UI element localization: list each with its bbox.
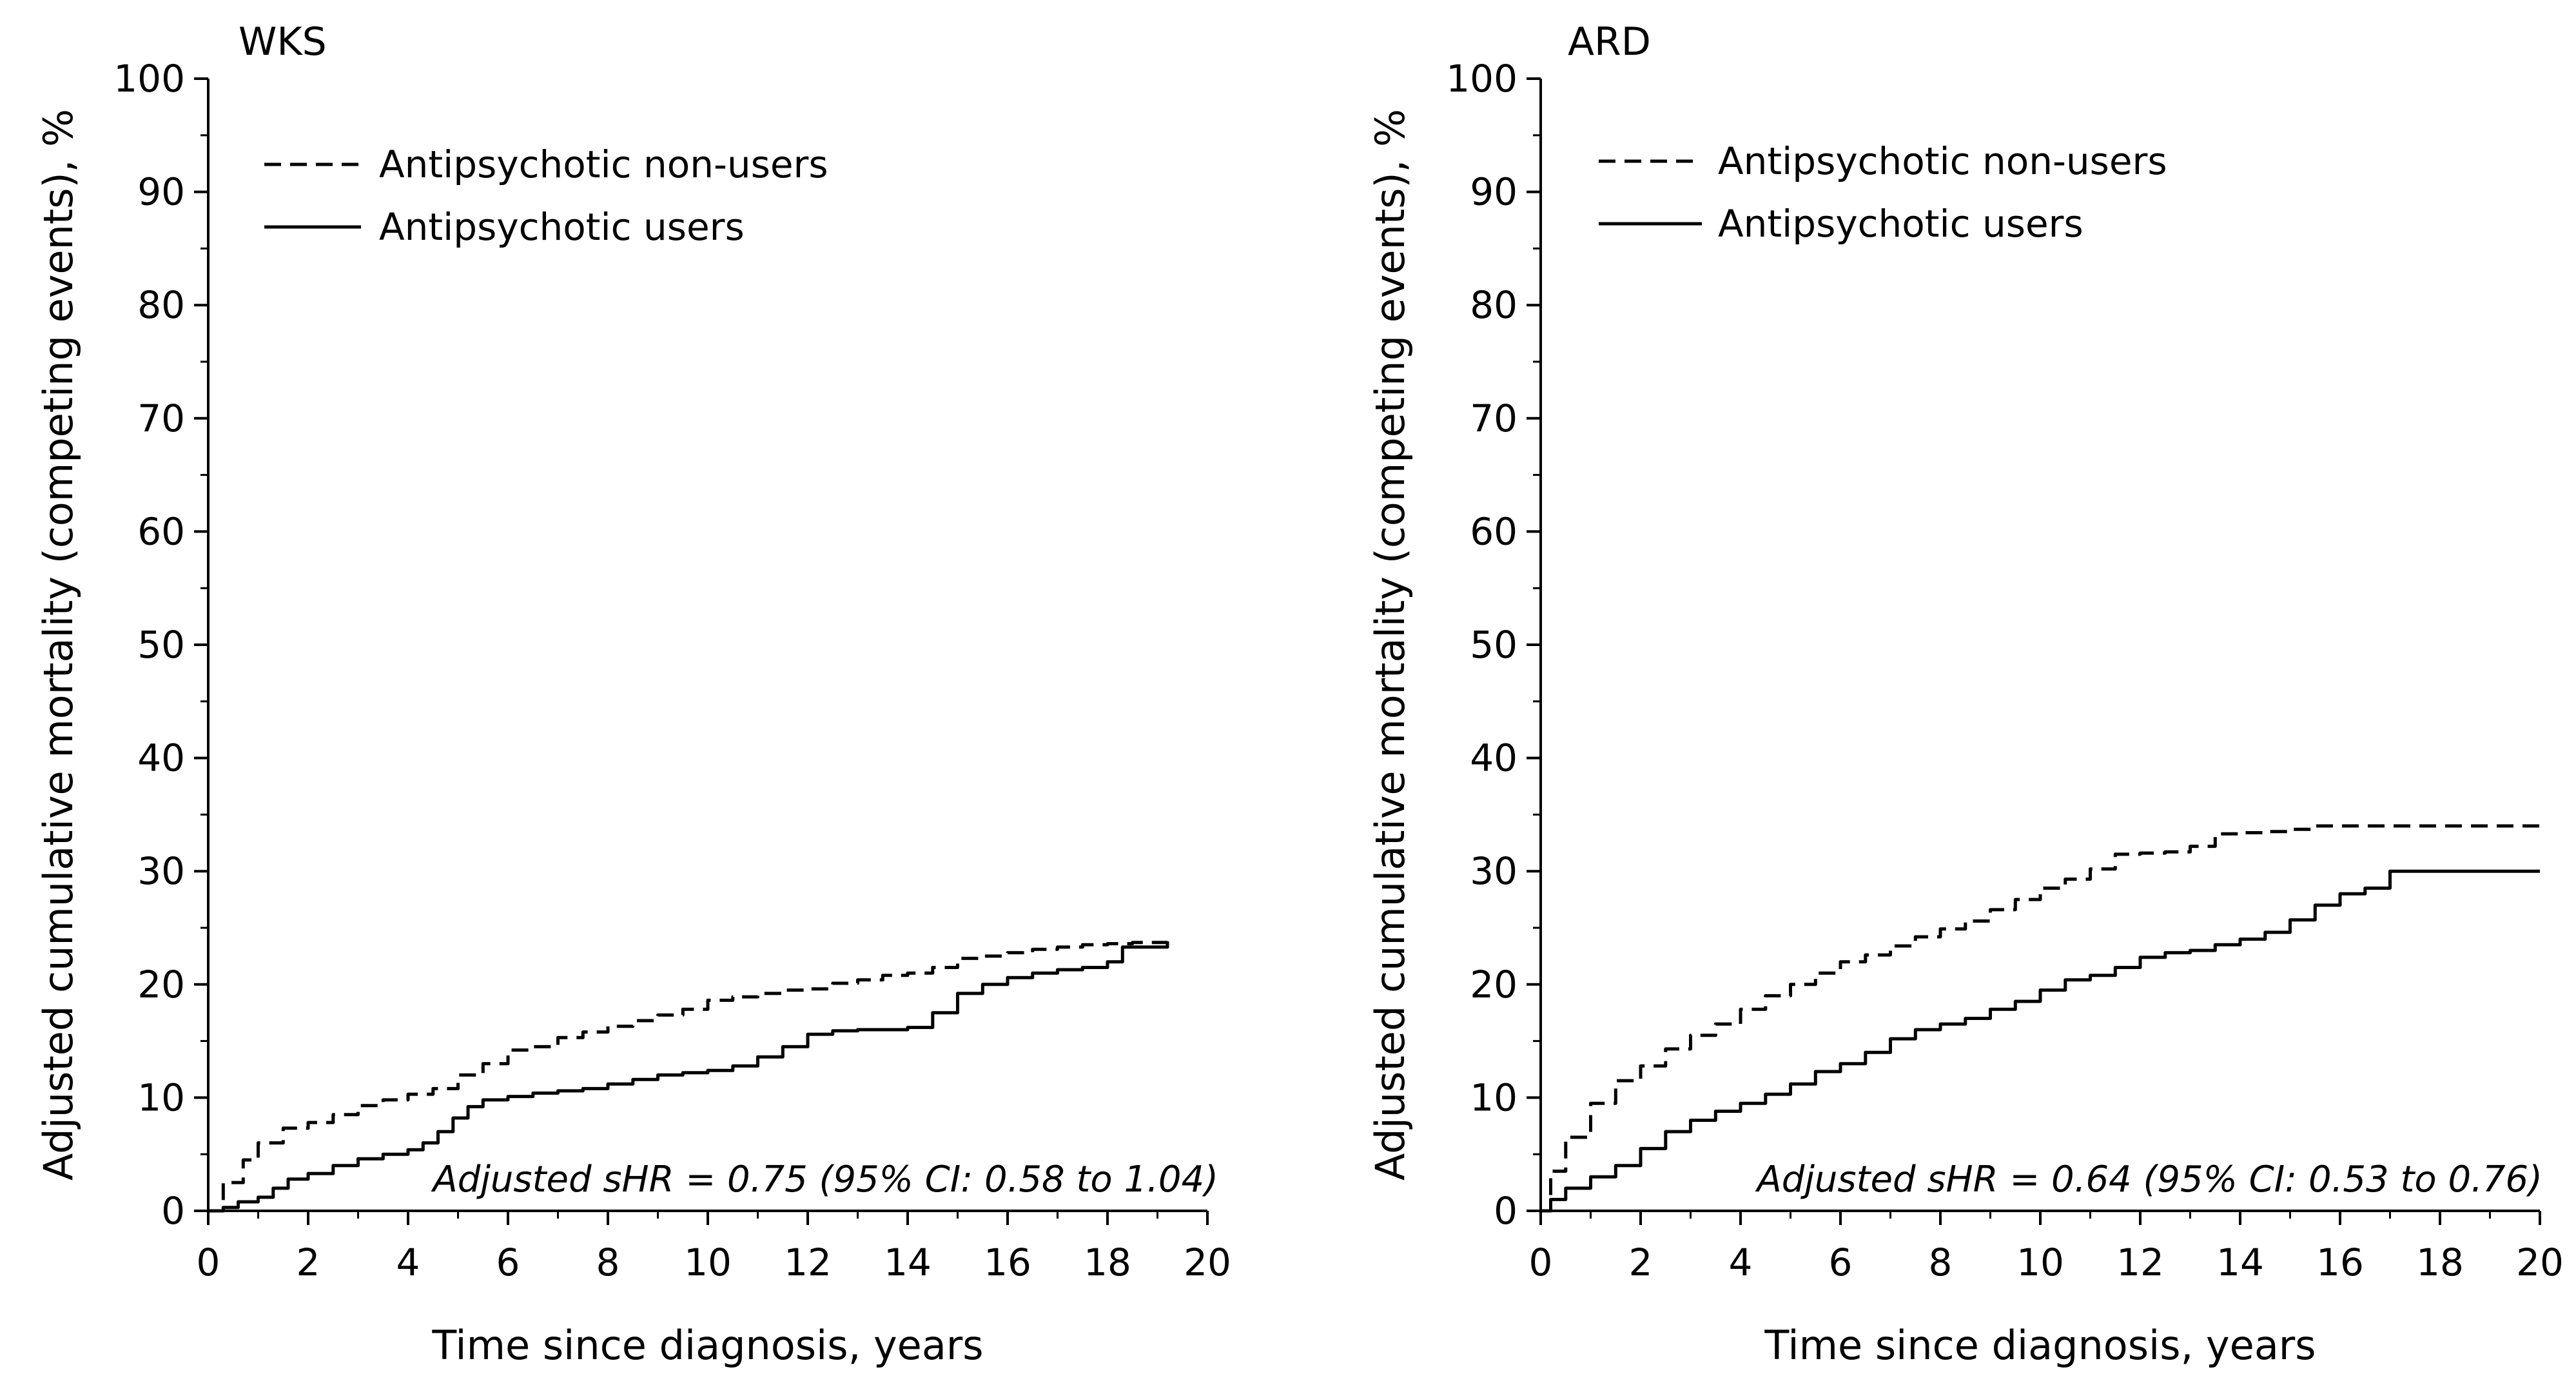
y-tick-label: 30 — [137, 849, 185, 893]
legend-label-users: Antipsychotic users — [1718, 202, 2083, 246]
y-tick-label: 60 — [137, 509, 185, 553]
x-axis-label: Time since diagnosis, years — [431, 1322, 983, 1369]
y-tick-label: 90 — [1470, 170, 1517, 214]
axes: 0 10 20 30 40 50 60 70 80 90 100 0 2 4 6 8 10 12 14 16 18 20 — [1446, 57, 2564, 1284]
y-tick-label: 70 — [1470, 397, 1517, 440]
y-axis-label: Adjusted cumulative mortality (competing… — [1367, 109, 1414, 1181]
x-tick-label: 16 — [984, 1241, 1031, 1284]
y-tick-label: 10 — [1470, 1075, 1517, 1119]
x-tick-label: 10 — [684, 1241, 732, 1284]
x-tick-label: 20 — [1184, 1241, 1231, 1284]
y-tick-label: 60 — [1470, 509, 1517, 553]
x-tick-label: 4 — [396, 1241, 420, 1284]
x-tick-label: 4 — [1729, 1241, 1753, 1284]
x-tick-label: 2 — [1629, 1241, 1653, 1284]
x-tick-label: 12 — [2116, 1241, 2164, 1284]
chart-panel-wks: WKS Adjusted cumulative mortality (compe… — [35, 19, 1231, 1369]
shr-annotation: Adjusted sHR = 0.75 (95% CI: 0.58 to 1.0… — [431, 1159, 1219, 1201]
x-tick-label: 20 — [2516, 1241, 2564, 1284]
x-tick-label: 14 — [2216, 1241, 2264, 1284]
y-tick-label: 70 — [137, 397, 185, 440]
x-tick-label: 6 — [496, 1241, 520, 1284]
x-axis-label: Time since diagnosis, years — [1764, 1322, 2316, 1369]
y-tick-label: 100 — [113, 57, 185, 101]
x-tick-label: 12 — [784, 1241, 832, 1284]
x-tick-label: 10 — [2016, 1241, 2064, 1284]
plot-area — [208, 940, 1169, 1213]
y-tick-label: 100 — [1446, 57, 1517, 101]
series-line-users — [1541, 869, 2540, 1213]
x-tick-label: 18 — [1084, 1241, 1131, 1284]
y-tick-label: 80 — [1470, 283, 1517, 327]
axes: 0 10 20 30 40 50 60 70 80 90 100 0 2 4 6 8 10 12 14 16 18 20 — [113, 57, 1231, 1284]
y-tick-label: 0 — [161, 1189, 185, 1233]
y-tick-label: 40 — [137, 736, 185, 780]
chart-panel-ard: ARD Adjusted cumulative mortality (compe… — [1367, 19, 2564, 1369]
x-tick-label: 6 — [1829, 1241, 1853, 1284]
x-tick-label: 16 — [2316, 1241, 2364, 1284]
y-tick-label: 80 — [137, 283, 185, 327]
x-tick-label: 8 — [596, 1241, 620, 1284]
legend-label-non-users: Antipsychotic non-users — [1718, 139, 2167, 183]
y-tick-label: 50 — [137, 623, 185, 667]
y-tick-label: 90 — [137, 170, 185, 214]
y-tick-label: 30 — [1470, 849, 1517, 893]
x-tick-label: 2 — [297, 1241, 320, 1284]
panel-title: WKS — [239, 19, 327, 64]
shr-annotation: Adjusted sHR = 0.64 (95% CI: 0.53 to 0.7… — [1755, 1159, 2543, 1201]
legend: Antipsychotic non-users Antipsychotic us… — [1599, 139, 2167, 246]
series-line-users — [208, 941, 1169, 1213]
legend: Antipsychotic non-users Antipsychotic us… — [264, 142, 828, 249]
y-tick-label: 0 — [1494, 1189, 1517, 1233]
y-tick-label: 20 — [137, 963, 185, 1006]
y-tick-label: 40 — [1470, 736, 1517, 780]
y-tick-label: 20 — [1470, 963, 1517, 1006]
x-tick-label: 0 — [197, 1241, 220, 1284]
x-tick-label: 8 — [1929, 1241, 1953, 1284]
y-tick-label: 10 — [137, 1075, 185, 1119]
legend-label-non-users: Antipsychotic non-users — [379, 142, 828, 186]
x-tick-label: 0 — [1529, 1241, 1553, 1284]
x-tick-label: 14 — [884, 1241, 932, 1284]
plot-area — [1541, 824, 2540, 1213]
panel-title: ARD — [1568, 19, 1651, 64]
x-tick-label: 18 — [2416, 1241, 2464, 1284]
series-line-non-users — [208, 940, 1169, 1213]
y-axis-label: Adjusted cumulative mortality (competing… — [35, 109, 82, 1181]
legend-label-users: Antipsychotic users — [379, 205, 745, 249]
y-tick-label: 50 — [1470, 623, 1517, 667]
